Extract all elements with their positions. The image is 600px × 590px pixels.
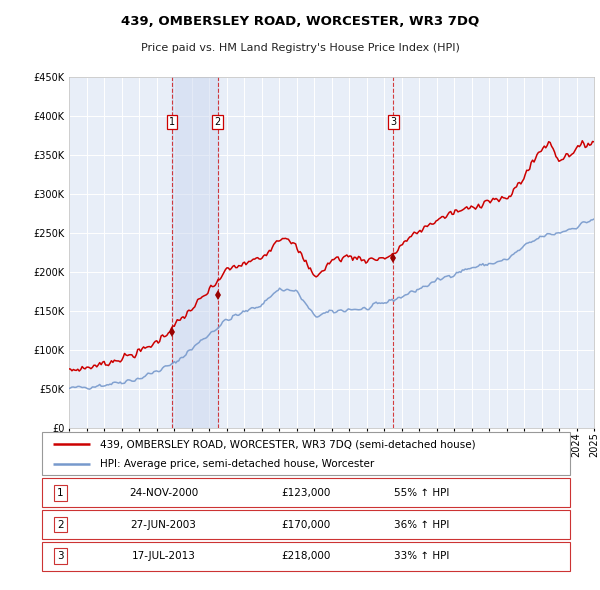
Text: 1: 1 xyxy=(57,488,64,497)
Text: 439, OMBERSLEY ROAD, WORCESTER, WR3 7DQ (semi-detached house): 439, OMBERSLEY ROAD, WORCESTER, WR3 7DQ … xyxy=(100,440,476,450)
FancyBboxPatch shape xyxy=(42,542,570,571)
Text: 27-JUN-2003: 27-JUN-2003 xyxy=(131,520,196,529)
Text: £218,000: £218,000 xyxy=(281,552,331,561)
Text: 3: 3 xyxy=(57,552,64,561)
FancyBboxPatch shape xyxy=(42,478,570,507)
Text: 439, OMBERSLEY ROAD, WORCESTER, WR3 7DQ: 439, OMBERSLEY ROAD, WORCESTER, WR3 7DQ xyxy=(121,15,479,28)
Text: £170,000: £170,000 xyxy=(281,520,331,529)
Text: 1: 1 xyxy=(169,117,175,127)
FancyBboxPatch shape xyxy=(42,510,570,539)
Text: 36% ↑ HPI: 36% ↑ HPI xyxy=(394,520,450,529)
FancyBboxPatch shape xyxy=(42,432,570,475)
Text: 2: 2 xyxy=(57,520,64,529)
Text: Price paid vs. HM Land Registry's House Price Index (HPI): Price paid vs. HM Land Registry's House … xyxy=(140,43,460,53)
Text: 3: 3 xyxy=(391,117,397,127)
Text: 2: 2 xyxy=(215,117,221,127)
Text: 24-NOV-2000: 24-NOV-2000 xyxy=(129,488,198,497)
Text: 17-JUL-2013: 17-JUL-2013 xyxy=(131,552,196,561)
Text: HPI: Average price, semi-detached house, Worcester: HPI: Average price, semi-detached house,… xyxy=(100,459,374,469)
Text: 33% ↑ HPI: 33% ↑ HPI xyxy=(394,552,450,561)
Text: 55% ↑ HPI: 55% ↑ HPI xyxy=(394,488,450,497)
Text: £123,000: £123,000 xyxy=(281,488,331,497)
Bar xyxy=(172,77,218,428)
